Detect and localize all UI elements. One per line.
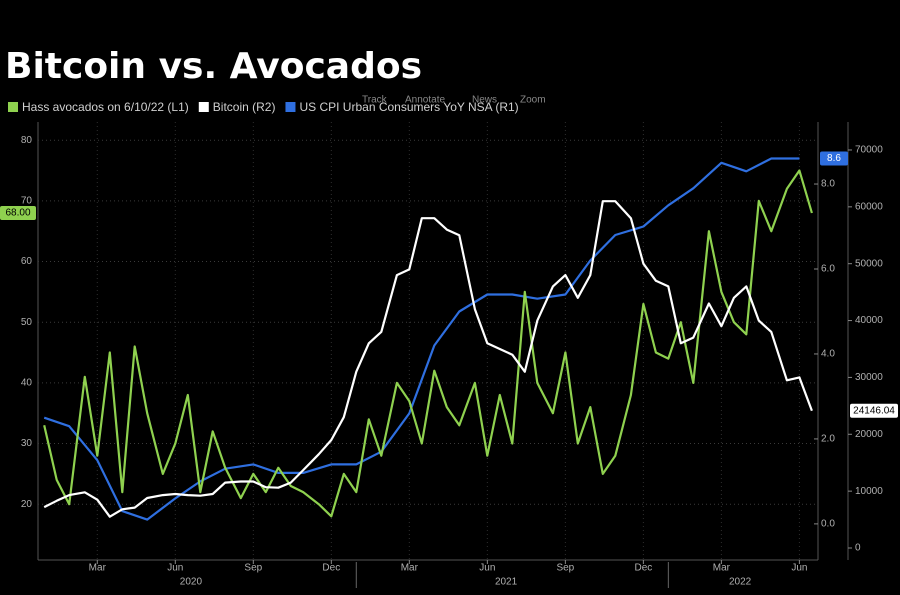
y2-tick-label: 4.0 [821, 349, 835, 360]
x-tick-label: Dec [322, 563, 340, 574]
x-tick-label: Sep [556, 563, 574, 574]
last-value-label: 68.00 [5, 208, 30, 219]
legend-swatch [285, 102, 296, 112]
toolbar-item: Annotate [405, 95, 445, 106]
toolbar-item: News [472, 95, 497, 106]
series-line [43, 169, 813, 518]
y-tick-label: 40 [21, 377, 33, 388]
y-tick-label: 20 [21, 499, 33, 510]
y3-tick-label: 30000 [855, 372, 883, 383]
x-tick-label: Jun [791, 563, 807, 574]
x-tick-label: Dec [634, 563, 652, 574]
legend-label: US CPI Urban Consumers YoY NSA (R1) [299, 100, 518, 114]
y2-tick-label: 2.0 [821, 434, 835, 445]
year-label: 2021 [495, 577, 518, 588]
y3-tick-label: 0 [855, 543, 861, 554]
y-tick-label: 80 [21, 135, 33, 146]
y-tick-label: 70 [21, 196, 33, 207]
year-label: 2022 [729, 577, 752, 588]
y3-tick-label: 70000 [855, 145, 883, 156]
last-value-tag [820, 151, 848, 166]
x-tick-label: Mar [89, 563, 107, 574]
toolbar-item: Zoom [520, 95, 546, 106]
legend-swatch [8, 102, 18, 112]
legend-swatch [198, 102, 209, 112]
y2-tick-label: 8.0 [821, 179, 835, 190]
last-value-label: 8.6 [827, 153, 841, 164]
y-tick-label: 30 [21, 438, 33, 449]
last-value-tag [0, 205, 36, 220]
y3-tick-label: 60000 [855, 201, 883, 212]
y3-tick-label: 40000 [855, 315, 883, 326]
chart-title: Bitcoin vs. Avocados [5, 46, 422, 87]
y-tick-label: 50 [21, 317, 33, 328]
x-tick-label: Mar [713, 563, 731, 574]
legend-label: Hass avocados on 6/10/22 (L1) [22, 100, 189, 114]
y3-tick-label: 10000 [855, 486, 883, 497]
y3-tick-label: 50000 [855, 258, 883, 269]
year-label: 2020 [180, 577, 203, 588]
last-value-label: 24146.04 [853, 405, 895, 416]
series-line [43, 157, 800, 521]
y-tick-label: 60 [21, 256, 33, 267]
y3-tick-label: 20000 [855, 429, 883, 440]
series-line [43, 200, 813, 518]
x-tick-label: Jun [167, 563, 183, 574]
legend-label: Bitcoin (R2) [213, 100, 276, 114]
x-tick-label: Jun [479, 563, 495, 574]
toolbar-item: Track [362, 95, 388, 106]
last-value-tag [850, 403, 898, 418]
y2-tick-label: 6.0 [821, 264, 835, 275]
x-tick-label: Mar [401, 563, 419, 574]
x-tick-label: Sep [244, 563, 262, 574]
y2-tick-label: 0.0 [821, 519, 835, 530]
